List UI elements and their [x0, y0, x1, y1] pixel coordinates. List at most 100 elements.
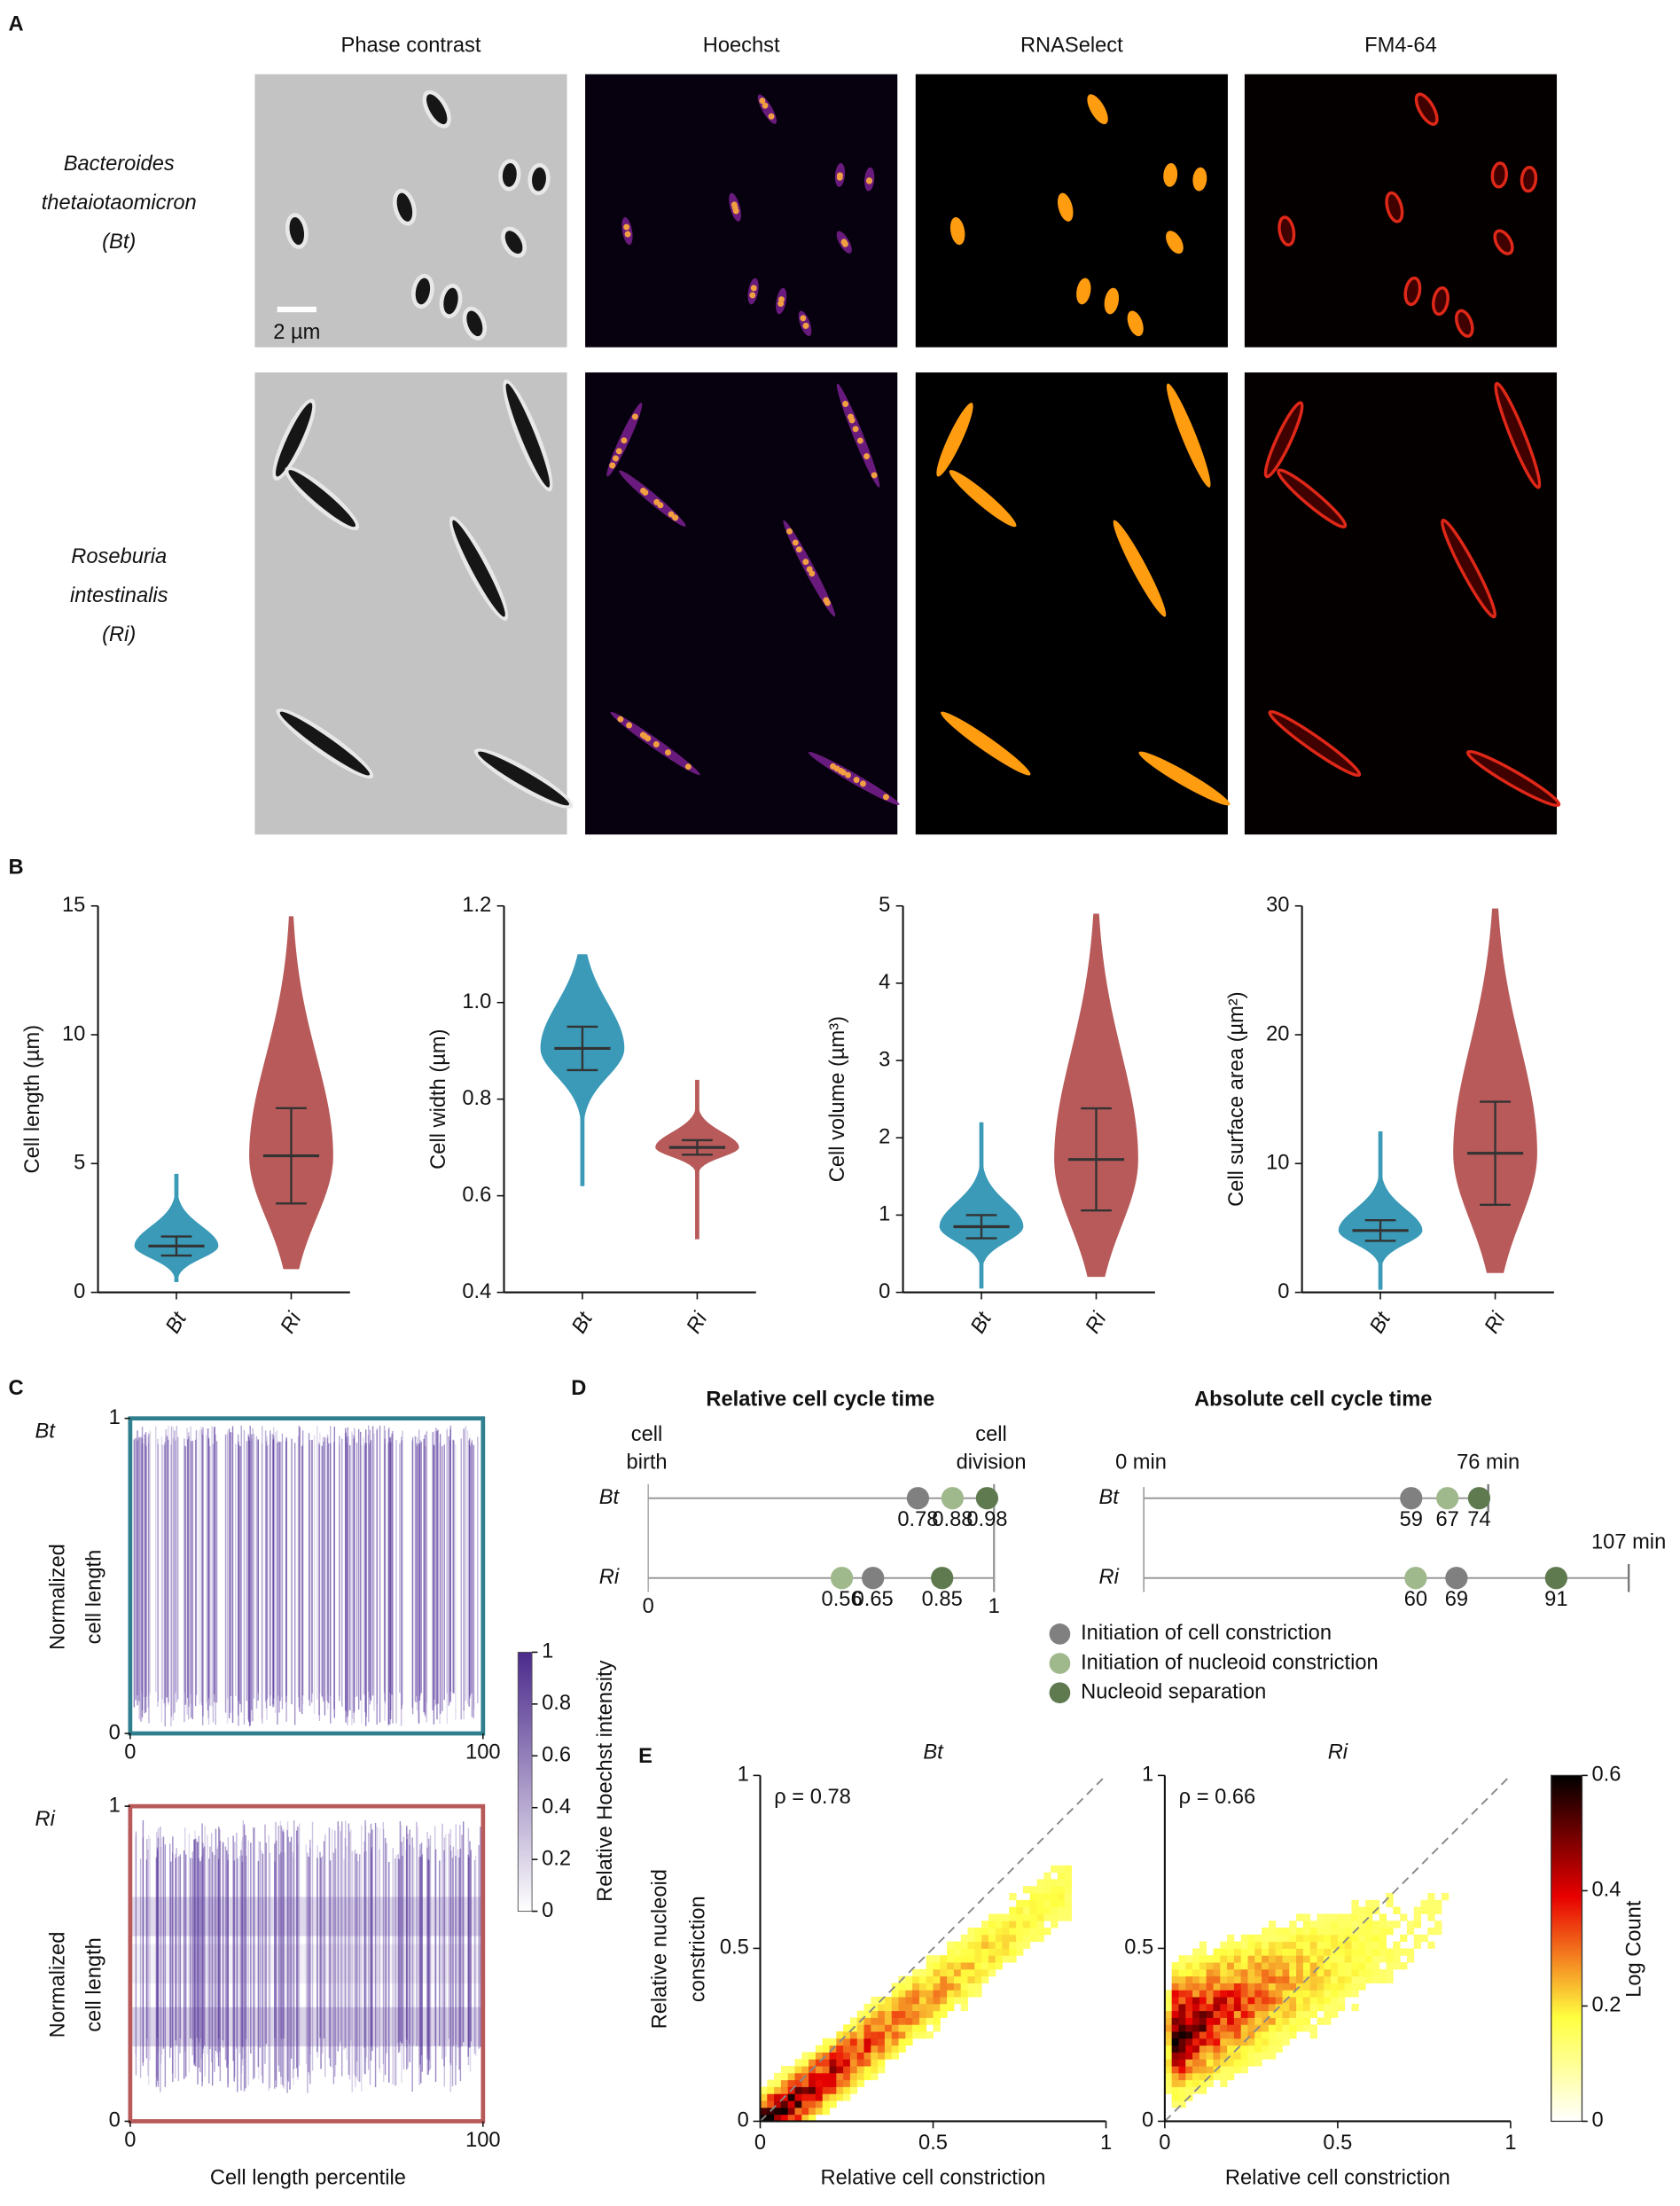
- cell-body: [1494, 381, 1542, 489]
- heatmap-cell: [1262, 2024, 1270, 2032]
- heatmap-cell: [1309, 1934, 1317, 1943]
- heatmap-cell: [898, 2024, 906, 2032]
- heatmap-cell: [974, 1968, 982, 1977]
- heatmap-cell: [1213, 2003, 1221, 2012]
- colorbar-label: Relative Hoechst intensity: [594, 1660, 617, 1902]
- heatmap-cell: [1185, 1990, 1193, 1998]
- heatmap-cell: [1406, 1948, 1415, 1956]
- heatmap-cell: [995, 1941, 1003, 1949]
- heatmap-cell: [1282, 2038, 1290, 2046]
- violin: [1338, 1130, 1423, 1290]
- heatmap-cell: [1393, 1948, 1401, 1956]
- heatmap-cell: [1199, 1962, 1207, 1970]
- cell-body: [1268, 709, 1362, 778]
- heatmap-cell: [1371, 1920, 1380, 1928]
- event-value: 0.88: [932, 1508, 973, 1531]
- heatmap-cell: [1379, 1955, 1387, 1963]
- timeline-tick-label: 1: [988, 1595, 1000, 1618]
- heatmap-cell: [981, 1934, 989, 1943]
- heatmap-cell: [1434, 1928, 1442, 1936]
- heatmap-cell: [1282, 2010, 1290, 2018]
- cell: [276, 708, 374, 778]
- heatmap-cell: [878, 2017, 886, 2025]
- heatmap-cell: [829, 2052, 837, 2060]
- cell: [285, 213, 309, 249]
- nucleoid: [653, 498, 660, 505]
- heatmap-cell: [1324, 2010, 1332, 2018]
- timeline-end-label: cell: [975, 1423, 1007, 1446]
- heatmap-cell: [1185, 1975, 1193, 1983]
- heatmap-cell: [1016, 1948, 1024, 1956]
- heatmap-cell: [1309, 1997, 1317, 2005]
- heatmap-cell: [1057, 1913, 1066, 1921]
- nucleoid: [631, 413, 638, 420]
- heatmap-cell: [1199, 2086, 1207, 2094]
- heatmap-cell: [1262, 1968, 1270, 1977]
- heatmap-cell: [871, 2017, 879, 2025]
- event-marker: [1400, 1487, 1423, 1510]
- heatmap-cell: [1043, 1928, 1051, 1936]
- heatmap-cell: [1282, 1962, 1290, 1970]
- heatmap-cell: [905, 2038, 913, 2046]
- heatmap-cell: [1400, 1962, 1408, 1970]
- cell: [1455, 309, 1474, 338]
- heatmap-cell: [1206, 1983, 1214, 1991]
- cell: [1166, 383, 1211, 488]
- heatmap-cell: [822, 2079, 830, 2087]
- heatmap-cell: [918, 2024, 927, 2032]
- heatmap-cell: [905, 2024, 913, 2032]
- heatmap-band: [129, 1897, 483, 1936]
- heatmap-cell: [829, 2086, 837, 2094]
- heatmap-cell: [1199, 1955, 1207, 1963]
- heatmap-cell: [1164, 2072, 1173, 2081]
- heatmap-cell: [1275, 1975, 1283, 1983]
- heatmap-cell: [1171, 2072, 1179, 2081]
- heatmap-cell: [1178, 2038, 1186, 2046]
- panel-label: B: [8, 856, 23, 879]
- heatmap-cell: [1051, 1906, 1059, 1914]
- heatmap-cell: [1296, 2010, 1304, 2018]
- heatmap-cell: [1331, 1941, 1339, 1949]
- heatmap-cell: [926, 2003, 934, 2012]
- event-marker: [941, 1487, 965, 1510]
- heatmap-cell: [1206, 2031, 1214, 2039]
- heatmap-cell: [1309, 1941, 1317, 1949]
- column-header: Phase contrast: [341, 34, 481, 57]
- nucleoid: [848, 413, 855, 420]
- heatmap-cell: [1247, 1955, 1255, 1963]
- heatmap-cell: [884, 2010, 893, 2018]
- heatmap-cell: [1351, 1899, 1359, 1908]
- cell: [1076, 278, 1091, 305]
- nucleoid: [792, 539, 799, 546]
- micrograph: [915, 372, 1228, 835]
- heatmap-cell: [1317, 1962, 1324, 1970]
- heatmap-cell: [1051, 1865, 1059, 1874]
- heatmap-cell: [871, 2045, 879, 2053]
- heatmap-cell: [1178, 2059, 1186, 2067]
- heatmap-cell: [1227, 1968, 1235, 1977]
- y-tick-label: 1: [738, 1764, 749, 1787]
- heatmap-cell: [822, 2045, 830, 2053]
- cell: [462, 306, 487, 340]
- error-bar: [1480, 1100, 1511, 1206]
- heatmap-cell: [1351, 1920, 1359, 1928]
- cell-body: [1087, 94, 1108, 125]
- event-value: 0.56: [822, 1588, 863, 1611]
- heatmap-cell: [1268, 2031, 1277, 2039]
- heatmap-cell: [871, 2038, 879, 2046]
- nucleoid: [853, 777, 860, 784]
- heatmap-cell: [780, 2072, 789, 2081]
- heatmap-cell: [1296, 1990, 1304, 1998]
- heatmap-cell: [856, 2024, 864, 2032]
- heatmap-cell: [1331, 2003, 1339, 2012]
- heatmap-cell: [829, 2100, 837, 2108]
- colorbar-tick-label: 0.4: [542, 1795, 571, 1819]
- heatmap-cell: [836, 2059, 844, 2067]
- heatmap-cell: [1002, 1934, 1010, 1943]
- y-tick-label: 5: [74, 1152, 85, 1175]
- heatmap-cell: [871, 2059, 879, 2067]
- heatmap-cell: [760, 2100, 768, 2108]
- heatmap-cell: [1296, 1941, 1304, 1949]
- nucleoid: [800, 315, 807, 322]
